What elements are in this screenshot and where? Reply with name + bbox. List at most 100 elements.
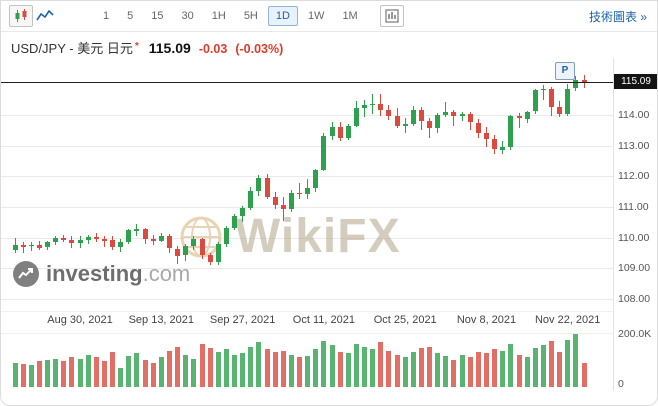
candle-body xyxy=(240,207,246,216)
volume-bar xyxy=(93,357,99,387)
candle-body xyxy=(232,215,237,228)
candle-body xyxy=(581,79,587,82)
candle-body xyxy=(256,178,262,192)
x-axis-label: Nov 8, 2021 xyxy=(456,314,517,326)
volume-bar xyxy=(305,355,311,387)
volume-bar xyxy=(508,343,514,387)
y-axis-label: 109.00 xyxy=(618,262,651,275)
interval-button-1H[interactable]: 1H xyxy=(204,6,234,26)
candle-body xyxy=(492,139,498,150)
interval-button-30[interactable]: 30 xyxy=(174,6,202,26)
volume-bar xyxy=(248,346,254,387)
volume-bar xyxy=(158,357,164,387)
candle-body xyxy=(532,90,538,112)
candle-body xyxy=(467,114,473,123)
candle-wick xyxy=(542,85,544,100)
volume-bar xyxy=(28,365,34,387)
volume-bar xyxy=(110,351,115,387)
candle-body xyxy=(28,244,34,247)
volume-bar xyxy=(223,349,229,387)
candle-body xyxy=(484,133,489,140)
x-axis-label: Oct 25, 2021 xyxy=(373,314,437,326)
volume-axis-label-zero: 0 xyxy=(618,378,624,390)
candle-body xyxy=(508,116,514,147)
interval-button-1D[interactable]: 1D xyxy=(267,6,298,26)
candle-body xyxy=(353,108,359,126)
interval-button-5[interactable]: 5 xyxy=(119,6,141,26)
price-gridline xyxy=(1,237,613,239)
volume-axis-label-max: 200.0K xyxy=(618,328,652,340)
interval-button-1M[interactable]: 1M xyxy=(334,6,365,26)
price-gridline xyxy=(1,268,613,270)
candle-body xyxy=(280,205,286,210)
x-axis-label: Nov 22, 2021 xyxy=(534,314,601,326)
candle-body xyxy=(386,110,392,116)
price-gridline xyxy=(1,299,613,300)
technical-chart-link[interactable]: 技術圖表 » xyxy=(588,9,647,24)
candle-body xyxy=(313,169,319,188)
interval-button-1[interactable]: 1 xyxy=(95,6,117,26)
interval-buttons: 1 5 15 30 1H 5H 1D 1W 1M xyxy=(95,6,366,26)
volume-bar xyxy=(565,339,571,388)
candle-body xyxy=(500,147,506,150)
chart-region: WikiFX investing.com 114.00 113.00 112.00 1… xyxy=(1,59,657,405)
wikifx-watermark: WikiFX xyxy=(179,209,401,264)
investing-logo-text: investing xyxy=(46,261,143,286)
x-axis-label: Aug 30, 2021 xyxy=(47,314,113,326)
indicators-panel-button[interactable] xyxy=(379,5,404,27)
candle-body xyxy=(207,254,213,262)
candle-body xyxy=(362,105,367,109)
volume-bar xyxy=(297,357,302,387)
volume-bar xyxy=(69,357,75,387)
volume-bar xyxy=(85,354,91,387)
position-marker[interactable]: P xyxy=(555,61,575,80)
current-price-label: 115.09 xyxy=(614,74,657,90)
volume-bar xyxy=(53,358,59,387)
candle-body xyxy=(378,103,384,111)
candle-body xyxy=(69,240,75,244)
candle-body xyxy=(215,243,221,262)
candle-body xyxy=(223,227,229,244)
candlestick-icon xyxy=(15,9,27,22)
candle-body xyxy=(191,239,197,247)
candle-body xyxy=(345,125,351,138)
last-price: 115.09 xyxy=(148,40,191,56)
candle-body xyxy=(565,88,571,115)
volume-bar xyxy=(345,353,351,388)
volume-bar xyxy=(484,353,489,388)
volume-bar xyxy=(321,341,327,387)
candle-body xyxy=(158,236,164,241)
volume-bar xyxy=(581,362,587,387)
candle-body xyxy=(435,115,441,129)
volume-bar xyxy=(532,347,538,387)
volume-bar xyxy=(492,349,498,387)
volume-bar xyxy=(516,354,522,387)
volume-bar xyxy=(557,351,563,387)
chart-toolbar: 1 5 15 30 1H 5H 1D 1W 1M 技術圖表 » xyxy=(1,1,657,32)
y-axis-label: 110.00 xyxy=(618,231,650,244)
candle-body xyxy=(337,127,343,138)
candle-body xyxy=(150,239,156,241)
interval-button-5H[interactable]: 5H xyxy=(236,6,266,26)
volume-bar xyxy=(329,345,335,387)
volume-bar xyxy=(191,358,197,387)
candle-body xyxy=(549,88,554,108)
investing-logo: investing.com xyxy=(13,261,190,287)
volume-bar xyxy=(500,350,506,388)
price-gridline xyxy=(1,176,613,178)
indicators-panel-icon xyxy=(385,9,399,23)
candlestick-chart-type-button[interactable] xyxy=(9,5,33,27)
line-chart-type-button[interactable] xyxy=(33,5,57,27)
candle-body xyxy=(394,115,400,126)
volume-bar xyxy=(118,368,124,387)
interval-button-1W[interactable]: 1W xyxy=(300,6,333,26)
globe-icon xyxy=(180,216,222,257)
candle-body xyxy=(45,242,50,248)
volume-bar xyxy=(362,346,367,387)
candle-body xyxy=(573,79,579,89)
interval-button-15[interactable]: 15 xyxy=(143,6,171,26)
candle-body xyxy=(248,191,254,208)
volume-bar xyxy=(573,334,579,387)
candle-body xyxy=(183,246,189,256)
candle-body xyxy=(93,237,99,240)
